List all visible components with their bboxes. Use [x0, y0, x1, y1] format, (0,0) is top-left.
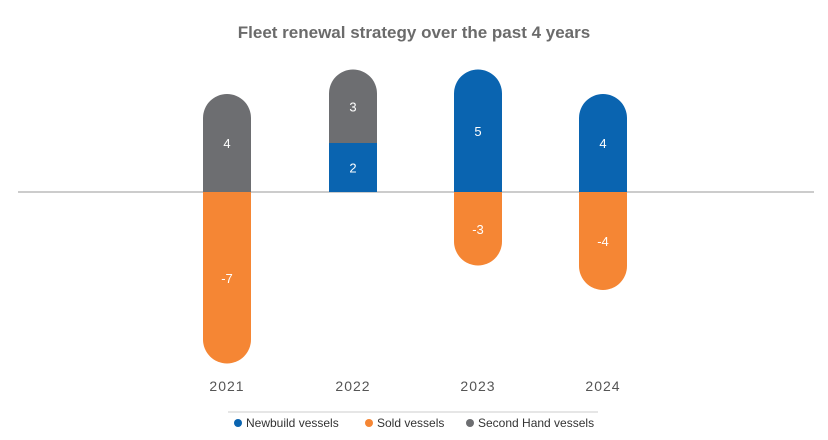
legend-item-newbuild-vessels: Newbuild vessels: [234, 416, 339, 430]
data-label-2023-newbuild-vessels: 5: [474, 124, 481, 139]
category-label-2023: 2023: [460, 378, 495, 394]
bar-segment-2022-second-hand-vessels: [329, 69, 377, 143]
data-label-2024-newbuild-vessels: 4: [599, 136, 606, 151]
legend: Newbuild vessels Sold vessels Second Hand …: [234, 416, 594, 430]
bar-segment-2023-newbuild-vessels: [454, 69, 502, 192]
data-label-2024-sold-vessels: -4: [597, 234, 609, 249]
bar-group-2021: [203, 94, 251, 364]
legend-item-second-hand-vessels: Second Hand vessels: [466, 416, 594, 430]
legend-label-newbuild-vessels: Newbuild vessels: [246, 416, 339, 430]
bar-segment-2021-sold-vessels: [203, 192, 251, 364]
bar-segment-2024-sold-vessels: [579, 192, 627, 290]
data-label-2022-newbuild-vessels: 2: [349, 161, 356, 176]
bars-layer: [203, 69, 627, 364]
data-label-2023-sold-vessels: -3: [472, 222, 484, 237]
bar-group-2022: [329, 69, 377, 192]
category-label-2021: 2021: [209, 378, 244, 394]
bar-group-2024: [579, 94, 627, 290]
data-label-2021-second-hand-vessels: 4: [223, 136, 230, 151]
data-label-2021-sold-vessels: -7: [221, 271, 233, 286]
bar-segment-2024-newbuild-vessels: [579, 94, 627, 192]
bar-segment-2022-newbuild-vessels: [329, 143, 377, 192]
category-label-2022: 2022: [335, 378, 370, 394]
data-label-2022-second-hand-vessels: 3: [349, 99, 356, 114]
chart-title: Fleet renewal strategy over the past 4 y…: [238, 23, 590, 42]
value-labels-layer: 4 -7 2 3 5 -3 4 -4: [221, 99, 609, 286]
bar-segment-2023-sold-vessels: [454, 192, 502, 266]
bar-segment-2021-second-hand-vessels: [203, 94, 251, 192]
legend-item-sold-vessels: Sold vessels: [365, 416, 444, 430]
legend-marker-second-hand-vessels: [466, 419, 474, 427]
bar-group-2023: [454, 69, 502, 266]
legend-marker-newbuild-vessels: [234, 419, 242, 427]
legend-marker-sold-vessels: [365, 419, 373, 427]
legend-label-sold-vessels: Sold vessels: [377, 416, 444, 430]
category-label-2024: 2024: [585, 378, 620, 394]
category-labels-layer: 2021 2022 2023 2024: [209, 378, 620, 394]
legend-label-second-hand-vessels: Second Hand vessels: [478, 416, 594, 430]
